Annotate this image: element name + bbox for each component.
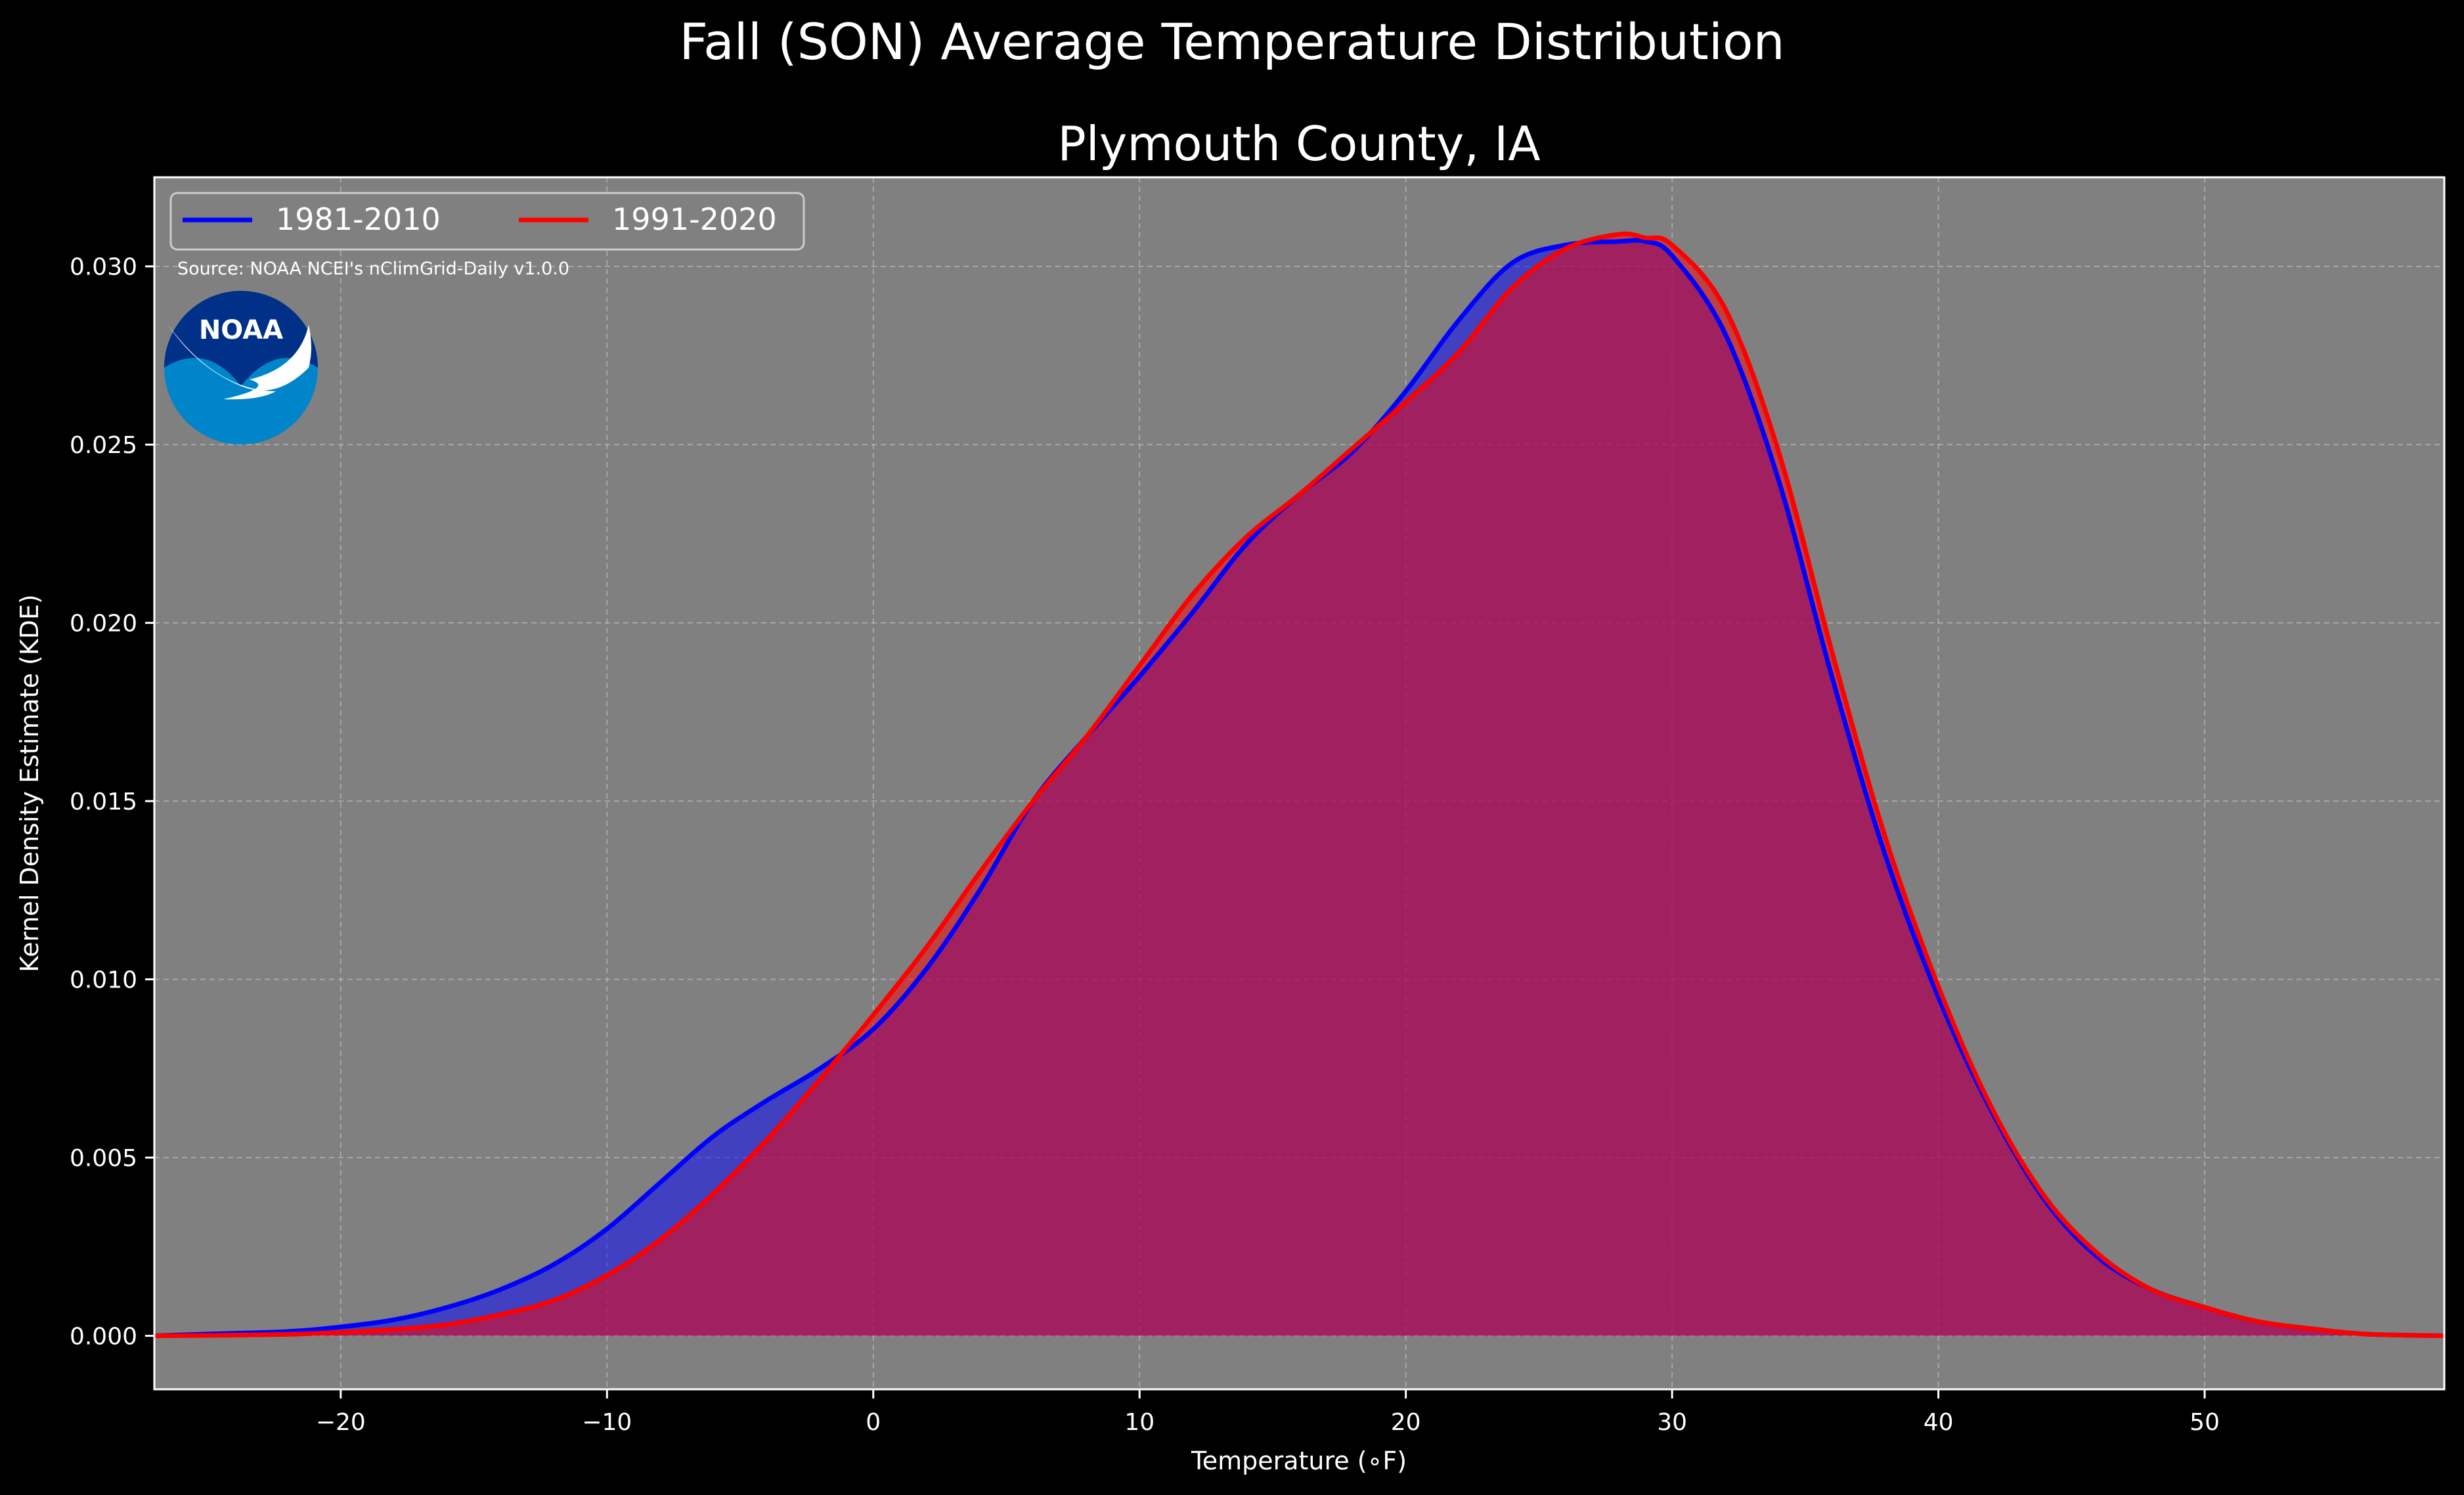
legend-box: [169, 192, 805, 251]
x-tick-label: 30: [1657, 1409, 1687, 1436]
series-fills: [154, 234, 2444, 1336]
y-tick-label: 0.010: [70, 967, 137, 994]
noaa-logo: NOAA: [164, 291, 318, 444]
y-tick-label: 0.025: [70, 432, 137, 459]
noaa-logo-inner-icon: [164, 291, 318, 386]
x-tick-label: 10: [1124, 1409, 1155, 1436]
y-tick-label: 0.030: [70, 254, 137, 281]
legend-label-1991-2020: 1991-2020: [612, 202, 777, 237]
plot-frame: [153, 176, 2446, 1391]
x-tick-label: 0: [866, 1409, 881, 1436]
y-axis-ticks: 0.000 0.005 0.010 0.015 0.020 0.025 0.030: [70, 254, 154, 1351]
y-tick-label: 0.020: [70, 611, 137, 638]
x-tick-label: −10: [582, 1409, 632, 1436]
x-axis-ticks: −20 −10 0 10 20 30 40 50: [316, 1389, 2220, 1436]
noaa-logo-text: NOAA: [199, 315, 283, 345]
legend: 1981-2010 1991-2020: [169, 192, 805, 251]
x-tick-label: −20: [316, 1409, 366, 1436]
x-tick-label: 40: [1924, 1409, 1954, 1436]
x-tick-label: 20: [1391, 1409, 1421, 1436]
y-tick-label: 0.015: [70, 789, 137, 815]
legend-label-1981-2010: 1981-2010: [276, 202, 441, 237]
x-tick-label: 50: [2189, 1409, 2220, 1436]
noaa-bird-icon: [168, 325, 311, 400]
figure-suptitle: Fall (SON) Average Temperature Distribut…: [679, 12, 1784, 71]
y-axis-label: Kernel Density Estimate (KDE): [15, 594, 44, 972]
y-tick-label: 0.000: [70, 1324, 137, 1351]
y-tick-label: 0.005: [70, 1145, 137, 1172]
x-axis-label: Temperature (∘F): [1191, 1446, 1407, 1475]
series-line-1991-2020: [154, 231, 2445, 1339]
series-fill-1991-2020: [154, 234, 2444, 1336]
source-note: Source: NOAA NCEI's nClimGrid-Daily v1.0…: [177, 259, 569, 279]
series-lines: [154, 231, 2445, 1339]
axes-title: Plymouth County, IA: [1057, 116, 1540, 171]
